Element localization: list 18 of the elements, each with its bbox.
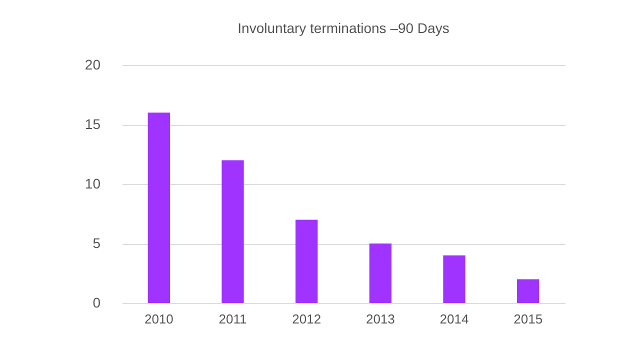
y-tick-label: 15: [84, 116, 101, 132]
x-tick-label: 2011: [218, 312, 247, 326]
x-tick-label: 2012: [292, 312, 322, 326]
y-tick-label: 20: [84, 56, 101, 72]
bar: [443, 255, 466, 303]
y-tick-label: 10: [84, 176, 101, 192]
x-tick-label: 2013: [366, 312, 395, 326]
bar: [517, 279, 540, 303]
bar: [148, 112, 170, 303]
x-tick-label: 2010: [144, 312, 174, 326]
chart-title: Involuntary terminations –90 Days: [238, 20, 450, 36]
bar: [222, 160, 244, 303]
bar: [296, 220, 318, 303]
x-tick-label: 2014: [440, 312, 469, 326]
y-tick-label: 0: [92, 294, 101, 310]
bar: [369, 244, 392, 303]
x-tick-label: 2015: [514, 312, 543, 326]
y-tick-label: 5: [92, 235, 101, 251]
